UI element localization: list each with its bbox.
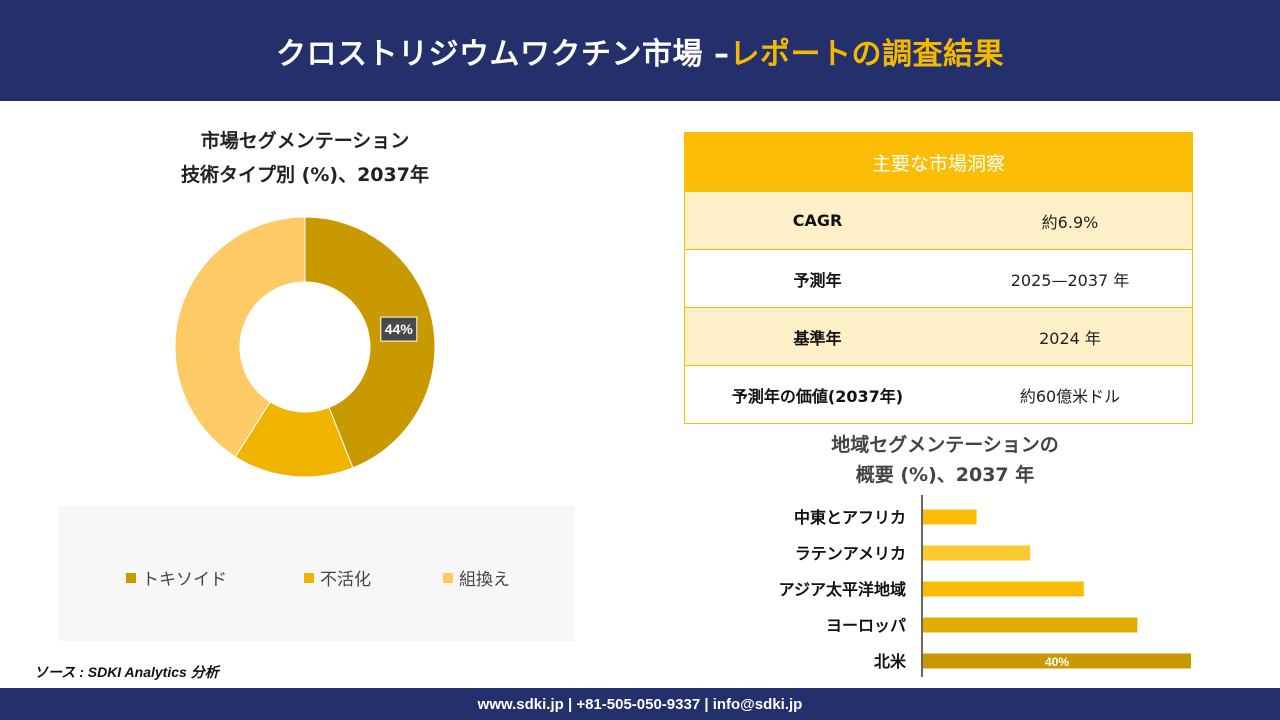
bar-4 <box>923 653 1191 669</box>
footer-banner: www.sdki.jp | +81-505-050-9337 | info@sd… <box>0 688 1280 720</box>
donut-data-label: 44% <box>380 316 418 342</box>
table-row: 予測年 2025—2037 年 <box>685 249 1192 307</box>
donut-slice-0 <box>304 216 436 469</box>
title-main: クロストリジウムワクチン市場 – <box>276 36 730 72</box>
row-label: 予測年の価値(2037年) <box>731 386 904 406</box>
row-value: 2025—2037 年 <box>1010 270 1130 290</box>
donut-chart-title: 市場セグメンテーション 技術タイプ別 (%)、2037年 <box>120 124 490 192</box>
legend-swatch-recombinant <box>443 572 453 583</box>
row-label: 予測年 <box>793 270 842 290</box>
row-value: 約6.9% <box>1041 212 1099 232</box>
row-value: 2024 年 <box>1039 328 1101 348</box>
bar-data-label: 40% <box>1045 655 1069 669</box>
legend-label-toxoid: トキソイド <box>142 570 227 590</box>
bar-0 <box>923 509 977 525</box>
bar-category-label: ラテンアメリカ <box>795 544 906 563</box>
legend-swatch-toxoid <box>126 572 136 583</box>
header-banner: クロストリジウムワクチン市場 –レポートの調査結果 <box>0 0 1280 101</box>
bar-2 <box>923 581 1084 597</box>
legend-item-inactivated: 不活化 <box>304 565 371 590</box>
row-label: CAGR <box>792 211 843 230</box>
donut-slice-2 <box>174 216 306 458</box>
bar-category-label: ヨーロッパ <box>826 616 906 635</box>
page-title: クロストリジウムワクチン市場 –レポートの調査結果 <box>276 29 1004 73</box>
donut-legend: トキソイド 不活化 組換え <box>59 506 575 641</box>
insights-table-title: 主要な市場洞察 <box>685 133 1192 191</box>
bar-category-label: アジア太平洋地域 <box>779 580 906 599</box>
bar-3 <box>923 617 1138 633</box>
legend-swatch-inactivated <box>304 572 314 583</box>
bar-category-label: 中東とアフリカ <box>794 508 906 527</box>
title-accent: レポートの調査結果 <box>729 36 1004 72</box>
row-value: 約60億米ドル <box>1019 386 1121 406</box>
table-row: 基準年 2024 年 <box>685 307 1192 365</box>
table-row: 予測年の価値(2037年) 約60億米ドル <box>685 365 1192 423</box>
bar-title-line2: 概要 (%)、2037 年 <box>855 464 1035 486</box>
bar-category-label: 北米 <box>874 652 907 671</box>
legend-label-recombinant: 組換え <box>459 570 510 590</box>
legend-label-inactivated: 不活化 <box>320 570 371 590</box>
donut-chart: 44% <box>174 216 436 478</box>
svg-text:44%: 44% <box>385 321 414 337</box>
donut-title-line1: 市場セグメンテーション <box>200 130 410 152</box>
table-row: CAGR 約6.9% <box>685 191 1192 249</box>
bar-title-line1: 地域セグメンテーションの <box>831 434 1059 456</box>
bar-chart-title: 地域セグメンテーションの 概要 (%)、2037 年 <box>760 430 1130 490</box>
legend-item-recombinant: 組換え <box>443 565 510 590</box>
row-label: 基準年 <box>793 328 842 348</box>
footer-contact: www.sdki.jp | +81-505-050-9337 | info@sd… <box>477 695 803 713</box>
bar-1 <box>923 545 1031 561</box>
source-note: ソース : SDKI Analytics 分析 <box>34 664 219 680</box>
donut-title-line2: 技術タイプ別 (%)、2037年 <box>181 164 429 186</box>
market-insights-table: 主要な市場洞察 CAGR 約6.9% 予測年 2025—2037 年 基準年 2… <box>684 132 1193 424</box>
legend-item-toxoid: トキソイド <box>126 565 227 590</box>
